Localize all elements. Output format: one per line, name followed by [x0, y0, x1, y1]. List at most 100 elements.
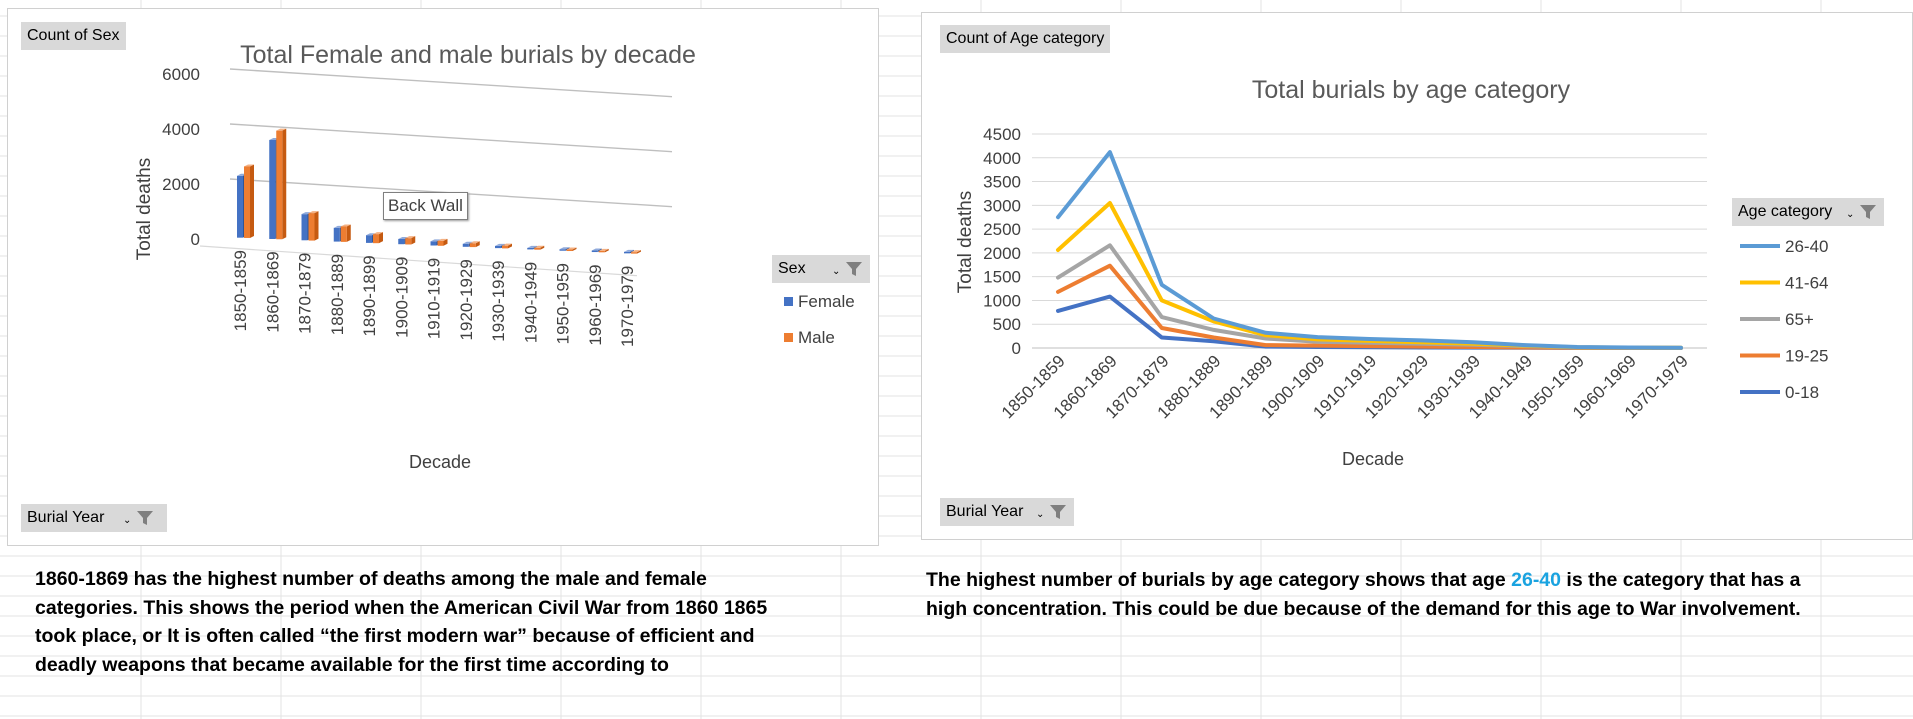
legend-field-label: Age category — [1738, 203, 1833, 220]
y-axis-label: Total deaths — [134, 158, 155, 260]
y-tick-label: 1000 — [983, 291, 1021, 310]
bar-top — [502, 243, 512, 246]
description-line: The highest number of burials by age cat… — [926, 566, 1801, 595]
bar-top — [308, 211, 319, 214]
bar — [502, 245, 508, 249]
axis-field-button-burial-year[interactable]: Burial Year ⌄ — [21, 504, 167, 532]
y-tick-label: 0 — [191, 230, 200, 249]
y-tick-label: 0 — [1012, 339, 1021, 358]
bar — [598, 250, 605, 253]
description-line: categories. This shows the period when t… — [35, 596, 768, 619]
bar-top — [624, 249, 634, 252]
x-tick-label: 1910-1919 — [425, 258, 444, 339]
bar — [269, 139, 276, 239]
bar — [340, 226, 347, 242]
field-button-label: Count of Age category — [946, 30, 1105, 47]
bar-top — [430, 239, 441, 242]
bar-top — [591, 248, 602, 251]
bar-side — [540, 245, 545, 250]
field-button-count-of-age-category[interactable]: Count of Age category — [940, 25, 1111, 53]
bar — [527, 247, 534, 250]
bar-chart-3d: Total Female and male burials by decade … — [134, 41, 855, 472]
x-tick-label: 1900-1909 — [392, 257, 411, 338]
bar-top — [495, 243, 505, 246]
x-tick-label: 1850-1859 — [231, 250, 250, 331]
y-tick-labels: 4500 4000 3500 3000 2500 2000 1500 1000 500 0 — [983, 125, 1021, 358]
bar-top — [598, 248, 609, 251]
bar — [333, 227, 340, 242]
legend-field-button-age-category[interactable]: Age category ⌄ — [1732, 198, 1884, 226]
chart-panel-age[interactable]: Total burials by age category Total deat… — [921, 12, 1913, 540]
floor-edge — [199, 245, 638, 277]
bar — [276, 130, 283, 240]
y-tick-labels: 6000 4000 2000 0 — [162, 65, 200, 249]
bar-top — [366, 233, 376, 236]
dropdown-arrow-icon: ⌄ — [832, 266, 841, 277]
bar — [631, 252, 637, 254]
description-line: 1860-1869 has the highest number of deat… — [35, 568, 707, 590]
dropdown-arrow-icon: ⌄ — [1036, 509, 1045, 520]
text-after-highlight: is the category that has a — [1561, 569, 1801, 591]
legend-swatch — [784, 297, 793, 306]
bar-top — [398, 236, 409, 239]
bar-side — [411, 236, 416, 245]
x-tick-label: 1970-1979 — [618, 266, 637, 347]
left-description: 1860-1869 has the highest number of deat… — [35, 565, 767, 679]
description-line: took place, or It is often called “the f… — [35, 625, 755, 647]
y-axis-label: Total deaths — [955, 191, 976, 293]
bar — [366, 235, 372, 243]
dropdown-arrow-icon: ⌄ — [1846, 209, 1855, 220]
axis-field-label: Burial Year — [27, 509, 105, 526]
x-tick-label: 1880-1889 — [328, 254, 347, 335]
series-lines — [1056, 150, 1683, 350]
bar-top — [301, 212, 312, 215]
x-tick-label: 1950-1959 — [554, 263, 573, 344]
series-line — [1056, 150, 1683, 350]
bar-top — [462, 241, 473, 244]
y-tick-label: 2500 — [983, 220, 1021, 239]
bar-side — [637, 250, 641, 254]
x-tick-label: 1860-1869 — [263, 251, 282, 332]
bar-side — [379, 232, 383, 244]
legend-label: 19-25 — [1785, 347, 1828, 366]
bar — [405, 238, 412, 245]
tooltip-back-wall: Back Wall — [383, 192, 468, 220]
filter-icon — [137, 511, 153, 525]
bar-top — [631, 250, 641, 253]
dropdown-arrow-icon: ⌄ — [123, 515, 132, 526]
bar-top — [244, 164, 254, 167]
bar-side — [475, 241, 480, 248]
y-tick-label: 1500 — [983, 268, 1021, 287]
x-tick-label: 1940-1949 — [521, 262, 540, 343]
legend: Female Male — [784, 292, 855, 347]
bar — [398, 238, 405, 245]
y-tick-label: 500 — [993, 315, 1021, 334]
bar-side — [443, 238, 448, 246]
field-button-count-of-sex[interactable]: Count of Sex — [21, 22, 126, 50]
bar-side — [250, 164, 254, 238]
bar — [437, 240, 444, 246]
chart-panel-sex[interactable]: Total Female and male burials by decade … — [7, 8, 879, 546]
x-tick-label: 1960-1969 — [586, 264, 605, 345]
y-tick-label: 3000 — [983, 196, 1021, 215]
legend: 26-40 41-64 65+ 19-25 0-18 — [1740, 237, 1828, 402]
x-tick-label: 1890-1899 — [360, 255, 379, 336]
bar — [430, 241, 437, 246]
x-axis-label: Decade — [1342, 449, 1404, 469]
legend-field-button-sex[interactable]: Sex ⌄ — [772, 255, 870, 283]
text-before-highlight: The highest number of burials by age cat… — [926, 569, 1512, 591]
bar-side — [314, 211, 319, 241]
y-tick-label: 4000 — [983, 149, 1021, 168]
bar-top — [527, 245, 538, 248]
chart-title: Total Female and male burials by decade — [240, 41, 696, 69]
gridline — [229, 123, 673, 153]
x-tick-labels: 1850-18591860-18691870-18791880-18891890… — [998, 351, 1692, 422]
description-line: high concentration. This could be due be… — [926, 597, 1801, 620]
legend-field-label: Sex — [778, 260, 806, 277]
axis-field-button-burial-year[interactable]: Burial Year ⌄ — [940, 498, 1074, 526]
bar — [534, 247, 541, 250]
legend-label: Male — [798, 328, 835, 347]
bar — [624, 251, 630, 254]
bar-side — [508, 243, 512, 249]
